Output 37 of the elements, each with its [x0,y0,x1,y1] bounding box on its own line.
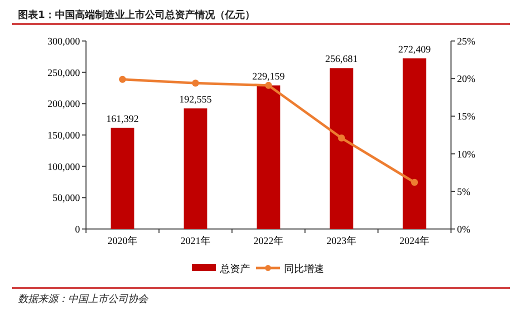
x-tick-label: 2023年 [326,235,356,247]
point [338,134,345,142]
point [192,80,199,87]
legend-label: 同比增速 [284,263,324,275]
y-tick-label: 0 [75,224,80,236]
bar [256,85,280,229]
point [411,178,418,186]
y2-tick-label: 5% [457,186,470,198]
x-tick-label: 2022年 [254,235,284,247]
point [119,76,126,83]
x-tick-label: 2021年 [180,235,210,247]
y-tick-label: 200,000 [48,99,80,110]
data-label: 229,159 [252,71,285,82]
bar [402,58,426,229]
y-tick-label: 50,000 [52,193,80,204]
y2-tick-label: 20% [457,74,476,86]
y2-tick-label: 25% [457,36,476,48]
data-label: 256,681 [325,54,358,66]
y2-tick-label: 15% [457,112,476,123]
y-tick-label: 300,000 [48,36,80,48]
y2-tick-label: 0% [457,224,470,236]
x-tick-label: 2020年 [108,235,138,247]
bar [330,68,354,229]
data-label: 272,409 [398,44,431,56]
source-note: 数据来源：中国上市公司协会 [18,293,149,305]
y-tick-label: 150,000 [48,130,80,142]
bar [110,128,134,229]
y2-tick-label: 10% [457,149,476,160]
data-label: 161,392 [106,114,139,125]
y-tick-label: 100,000 [48,162,80,173]
x-tick-label: 2024年 [400,235,430,247]
y-tick-label: 250,000 [48,68,80,79]
chart-title: 图表1：中国高端制造业上市公司总资产情况（亿元） [18,9,255,21]
data-label: 192,555 [179,94,212,106]
legend-label: 总资产 [219,263,250,275]
bar [184,108,208,229]
point [265,82,272,89]
